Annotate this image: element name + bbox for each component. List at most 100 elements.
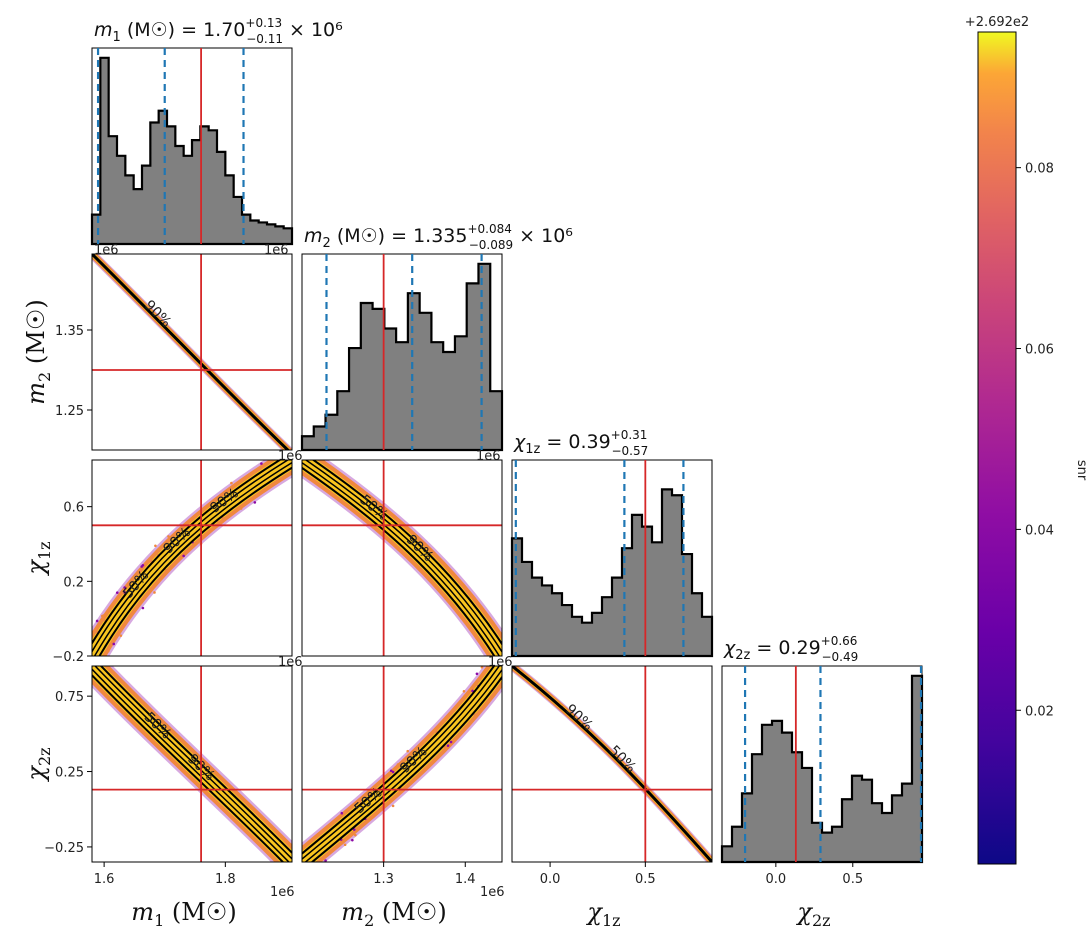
x-tick-label: 0.0	[766, 872, 787, 887]
scatter-point	[324, 859, 327, 862]
y-axis-label-m2: m2 (M☉)	[22, 299, 54, 404]
scatter-point	[484, 668, 487, 671]
x-tick-label: 1.8	[215, 872, 236, 887]
scatter-point	[216, 497, 219, 500]
x-axis-label-chi1z: χ1z	[585, 898, 620, 930]
scatter-point	[346, 809, 349, 813]
contour-core	[302, 460, 502, 656]
scatter-point	[310, 869, 313, 872]
contour-90	[92, 254, 291, 450]
x-tick-label: 1.6	[94, 872, 115, 887]
scatter-point	[112, 642, 116, 646]
hist-panel-m2: m2 (M☉) = 1.335+0.084 −0.089 × 10⁶	[300, 222, 573, 452]
scatter-point	[260, 462, 263, 465]
scatter-point	[446, 744, 450, 747]
colorbar-tick-label: 0.08	[1025, 162, 1054, 177]
x-axis-label-chi2z: χ2z	[795, 898, 830, 930]
scatter-point	[473, 713, 476, 717]
scatter-point	[354, 833, 357, 837]
hist-title-chi1z: χ1z = 0.39+0.31 −0.57	[513, 428, 648, 458]
scatter-point	[406, 749, 410, 753]
scatter-point	[140, 565, 144, 568]
scatter-point	[249, 472, 253, 475]
scatter-point	[182, 554, 185, 558]
scatter-point	[95, 619, 99, 623]
scatter-point	[449, 740, 453, 744]
y-tick-label: 0.75	[55, 690, 84, 705]
scatter-frame	[91, 665, 293, 863]
scatter-frame	[91, 459, 293, 657]
hist-bars-chi1z	[510, 488, 714, 658]
colorbar-offset-label: +2.692e2	[965, 15, 1029, 30]
x-tick-label: 1.4	[455, 872, 476, 887]
hist-bars-chi2z	[720, 674, 924, 864]
scatter-point	[123, 586, 126, 589]
x-scale-label: 1e6	[264, 243, 289, 258]
x-tick-label: 1.3	[373, 872, 394, 887]
scatter-point	[102, 614, 105, 617]
scatter-point	[480, 666, 484, 669]
scatter-point	[391, 804, 395, 808]
scatter-point	[389, 769, 393, 773]
scatter-point	[115, 591, 119, 594]
hist-title-chi2z: χ2z = 0.29+0.66 −0.49	[723, 634, 858, 664]
scatter-point	[154, 544, 157, 548]
scatter-point	[380, 806, 384, 809]
scatter-point	[351, 838, 354, 842]
scatter-point	[119, 634, 123, 637]
x-tick-label: 0.5	[635, 872, 656, 887]
scatter-panel-m2-chi1z: 50%90%1e6	[301, 459, 513, 670]
scatter-panel-chi1z-chi2z: 90%50%	[511, 665, 713, 863]
x-scale-label: 1e6	[94, 243, 119, 258]
colorbar: 0.02 0.04 0.06 0.08 +2.692e2 snr	[965, 15, 1089, 865]
scatter-point	[167, 535, 170, 538]
hist-title-m1: m1 (M☉) = 1.70+0.13 −0.11 × 10⁶	[94, 16, 343, 46]
scatter-point	[106, 649, 110, 653]
scatter-frame	[91, 253, 293, 451]
y-tick-label: 0.25	[55, 766, 84, 781]
colorbar-tick-label: 0.02	[1025, 704, 1054, 719]
hist-panel-m1: m1 (M☉) = 1.70+0.13 −0.11 × 10⁶	[90, 16, 343, 246]
scatter-panel-m2-chi2z: 50%90%	[301, 665, 503, 872]
y-tick-label: 0.6	[63, 501, 84, 516]
y-tick-label: 1.25	[55, 404, 84, 419]
hist-bars-m2	[300, 262, 504, 452]
scatter-point	[340, 811, 344, 815]
colorbar-tick-label: 0.04	[1025, 523, 1054, 538]
scatter-frame	[301, 459, 503, 657]
hist-panel-chi1z: χ1z = 0.39+0.31 −0.57	[510, 428, 714, 658]
y-axis-label-chi2z: χ2z	[22, 747, 54, 782]
scatter-point	[141, 606, 145, 610]
y-axis-label-chi1z: χ1z	[22, 541, 54, 576]
y-tick-label: 1.35	[55, 324, 84, 339]
x-scale-label: 1e6	[270, 885, 295, 900]
scatter-point	[399, 764, 402, 768]
hist-bars-m1	[90, 56, 294, 246]
scatter-point	[230, 481, 233, 485]
colorbar-tick-label: 0.06	[1025, 343, 1054, 358]
colorbar-gradient	[977, 31, 1017, 865]
x-axis-label-m2: m2 (M☉)	[341, 898, 446, 930]
scatter-point	[352, 828, 356, 831]
x-tick-label: 0.5	[842, 872, 863, 887]
scatter-point	[391, 770, 395, 774]
scatter-point	[396, 763, 400, 766]
x-scale-label: 1e6	[476, 449, 501, 464]
y-tick-label: −0.2	[52, 650, 84, 665]
corner-panels: m1 (M☉) = 1.70+0.13 −0.11 × 10⁶ m2 (M☉) = …	[22, 16, 924, 930]
colorbar-label: snr	[1074, 460, 1089, 481]
y-tick-label: −0.25	[44, 841, 84, 856]
contour-90	[512, 666, 712, 862]
contour-core	[302, 666, 502, 862]
scatter-point	[343, 843, 347, 847]
x-axis-label-m1: m1 (M☉)	[131, 898, 236, 930]
scatter-frame	[301, 665, 503, 863]
scatter-point	[239, 507, 243, 510]
scatter-point	[80, 643, 83, 646]
contour-core	[92, 666, 292, 862]
scatter-point	[446, 716, 449, 719]
